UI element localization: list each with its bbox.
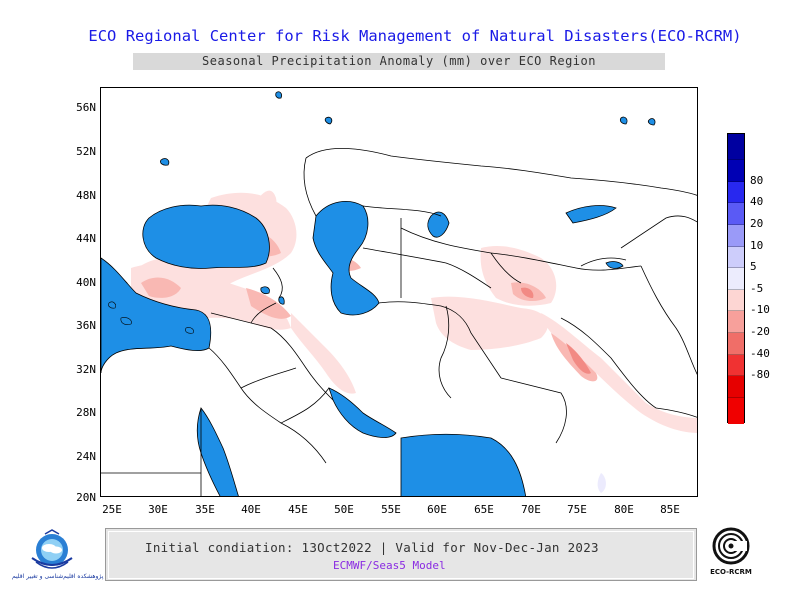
anomaly-strong-areas: [521, 287, 591, 374]
footer-model-line: ECMWF/Seas5 Model: [333, 559, 446, 572]
lat-label: 36N: [76, 319, 96, 332]
lon-label: 65E: [474, 503, 494, 516]
water-bodies: [101, 91, 656, 496]
map-title: ECO Regional Center for Risk Management …: [88, 27, 742, 45]
legend-cell: [728, 203, 744, 225]
legend-cell: [728, 397, 744, 424]
lon-label: 80E: [614, 503, 634, 516]
legend-label: -80: [750, 368, 770, 382]
legend-label: -10: [750, 303, 770, 317]
lat-label: 24N: [76, 450, 96, 463]
lake-balkhash: [565, 205, 617, 224]
caspian-sea: [312, 201, 380, 316]
lon-label: 40E: [241, 503, 261, 516]
legend-cell: [728, 333, 744, 355]
colorbar-legend: [727, 133, 745, 424]
lat-label: 56N: [76, 101, 96, 114]
subtitle-bar: [133, 53, 665, 70]
lon-label: 75E: [567, 503, 587, 516]
legend-cell: [728, 268, 744, 290]
persian-gulf: [328, 387, 397, 438]
legend-label: 5: [750, 260, 757, 274]
lon-label: 70E: [521, 503, 541, 516]
legend-label: 20: [750, 216, 764, 230]
legend-cell: [728, 134, 744, 160]
legend-cell: [728, 311, 744, 333]
country-borders: [101, 147, 697, 496]
legend-label: 80: [750, 173, 764, 187]
arabian-sea: [400, 433, 527, 496]
lat-label: 20N: [76, 491, 96, 504]
lon-label: 25E: [102, 503, 122, 516]
lon-label: 85E: [660, 503, 680, 516]
lat-label: 44N: [76, 232, 96, 245]
legend-label: 10: [750, 238, 764, 252]
legend-label: -5: [750, 281, 764, 295]
lat-label: 28N: [76, 406, 96, 419]
map-svg: [101, 91, 697, 496]
aral-sea: [427, 211, 450, 238]
legend-cell: [728, 224, 744, 247]
lon-label: 55E: [381, 503, 401, 516]
mediterranean-sea: [101, 257, 212, 374]
lat-label: 52N: [76, 145, 96, 158]
lat-label: 48N: [76, 189, 96, 202]
red-sea: [196, 407, 239, 496]
legend-label: -40: [750, 346, 770, 360]
eco-rcrm-logo: [712, 527, 750, 565]
islands: [108, 301, 194, 334]
lon-label: 35E: [195, 503, 215, 516]
climate-institute-caption: پژوهشکده اقلیم‌شناسی و تغییر اقلیم: [12, 573, 104, 580]
climate-institute-logo: [12, 528, 92, 584]
legend-label: 40: [750, 195, 764, 209]
lon-label: 60E: [427, 503, 447, 516]
black-sea: [142, 204, 270, 269]
legend-label: -20: [750, 325, 770, 339]
footer-inner-panel: [108, 531, 694, 579]
legend-cell: [728, 354, 744, 377]
footer-info-line: Initial condiation: 13Oct2022 | Valid fo…: [145, 540, 599, 555]
legend-cell: [728, 181, 744, 204]
lake-van: [260, 286, 270, 295]
legend-cell: [728, 376, 744, 398]
lon-label: 50E: [334, 503, 354, 516]
legend-cell: [728, 246, 744, 269]
map-panel: [100, 87, 698, 497]
lon-label: 45E: [288, 503, 308, 516]
eco-rcrm-logo-caption: ECO-RCRM: [710, 568, 752, 576]
map-subtitle: Seasonal Precipitation Anomaly (mm) over…: [202, 54, 596, 68]
lat-label: 32N: [76, 363, 96, 376]
lake-issykkul: [605, 261, 624, 269]
legend-cell: [728, 160, 744, 182]
lon-label: 30E: [148, 503, 168, 516]
lat-label: 40N: [76, 276, 96, 289]
lake-urmia: [278, 296, 285, 305]
legend-cell: [728, 289, 744, 312]
